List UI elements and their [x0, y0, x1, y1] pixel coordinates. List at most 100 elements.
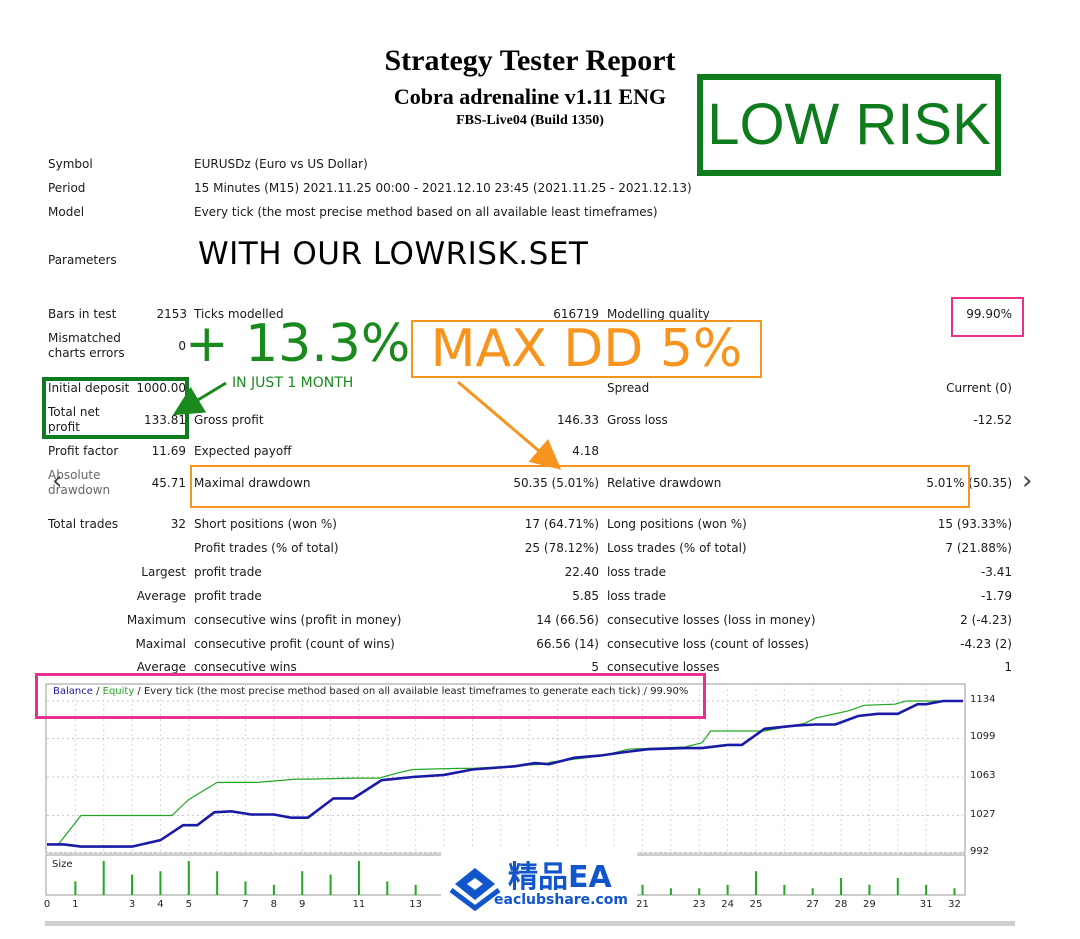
size-bar	[414, 884, 417, 895]
gain-annotation: + 13.3%	[185, 314, 411, 374]
largest-label: Largest	[141, 565, 186, 579]
spread-label: Spread	[607, 381, 650, 395]
expected-payoff-value: 4.18	[572, 444, 599, 458]
maximum-label: Maximum	[126, 613, 186, 627]
symbol-value: EURUSDz (Euro vs US Dollar)	[194, 157, 368, 171]
average-loss-label: loss trade	[607, 589, 666, 603]
x-tick-label: 29	[863, 899, 876, 910]
average-consecutive-label: Average	[136, 660, 186, 674]
server-name: FBS-Live04 (Build 1350)	[456, 113, 604, 128]
watermark-text: 精品EA	[508, 860, 612, 895]
net-profit-label-1: Total net	[48, 405, 100, 419]
size-bar	[925, 884, 928, 895]
size-panel-label: Size	[52, 859, 73, 870]
total-trades-value: 32	[170, 517, 186, 531]
net-profit-label-2: profit	[48, 420, 80, 434]
x-tick-label: 5	[185, 899, 192, 910]
largest-profit-label: profit trade	[194, 565, 262, 579]
legend-sep: /	[92, 686, 103, 697]
size-bar	[74, 881, 77, 895]
max-consecutive-losses-value: 2 (-4.23)	[960, 613, 1012, 627]
symbol-label: Symbol	[48, 157, 93, 171]
ticks-value: 616719	[553, 307, 599, 321]
size-bar	[896, 878, 899, 895]
y-tick-label: 1134	[970, 694, 996, 705]
absolute-dd-value: 45.71	[151, 476, 186, 490]
size-bar	[953, 888, 956, 895]
x-tick-label: 32	[948, 899, 961, 910]
short-positions-label: Short positions (won %)	[194, 517, 337, 531]
y-tick-label: 1027	[970, 808, 996, 820]
relative-dd-label: Relative drawdown	[607, 476, 722, 490]
total-trades-label: Total trades	[48, 517, 119, 531]
legend-equity: Equity	[102, 686, 135, 697]
drawdown-highlight-box	[190, 465, 970, 508]
loss-trades-value: 7 (21.88%)	[945, 541, 1012, 555]
short-positions-value: 17 (64.71%)	[524, 517, 599, 531]
chevron-left-icon[interactable]: ‹	[52, 466, 63, 496]
size-bar	[301, 871, 304, 895]
average-loss-value: -1.79	[980, 589, 1012, 603]
maximal-consecutive-loss-label: consecutive loss (count of losses)	[607, 637, 809, 651]
x-tick-label: 23	[692, 899, 706, 910]
chart-legend: Balance / Equity / Every tick (the most …	[53, 686, 688, 697]
profit-trades-label: Profit trades (% of total)	[194, 541, 339, 555]
mismatch-label-1: Mismatched	[48, 331, 121, 345]
absolute-dd-label-2: drawdown	[48, 483, 111, 497]
eaclub-logo-icon	[449, 868, 501, 912]
x-tick-label: 4	[157, 899, 164, 910]
gross-profit-value: 146.33	[557, 413, 599, 427]
model-value: Every tick (the most precise method base…	[194, 205, 658, 219]
size-bar	[272, 884, 275, 895]
gain-subtitle: IN JUST 1 MONTH	[232, 375, 354, 391]
legend-highlight-box	[35, 673, 706, 719]
x-tick-label: 3	[128, 899, 136, 910]
gross-loss-label: Gross loss	[607, 413, 668, 427]
y-tick-label: 1063	[970, 770, 996, 781]
x-tick-label: 1	[72, 899, 79, 910]
max-consecutive-wins-value: 14 (66.56)	[536, 613, 599, 627]
size-bar	[131, 874, 134, 895]
long-positions-value: 15 (93.33%)	[937, 517, 1012, 531]
chart-grid	[47, 684, 963, 854]
size-bar	[698, 888, 701, 895]
size-bar	[187, 861, 190, 895]
average-consecutive-wins-label: consecutive wins	[194, 660, 297, 674]
size-bar	[357, 861, 360, 895]
watermark-panel	[441, 846, 637, 922]
quality-highlight-box	[951, 297, 1024, 337]
long-positions-label: Long positions (won %)	[607, 517, 747, 531]
gross-loss-value: -12.52	[973, 413, 1012, 427]
size-bar	[868, 884, 871, 895]
horizontal-scrollbar[interactable]	[45, 921, 1015, 926]
size-bar	[329, 874, 332, 895]
average-consecutive-losses-value: 1	[1004, 660, 1012, 674]
size-bar	[386, 881, 389, 895]
chevron-right-icon[interactable]: ›	[1022, 466, 1033, 496]
legend-balance: Balance	[53, 686, 93, 697]
parameters-label: Parameters	[48, 253, 117, 267]
model-label: Model	[48, 205, 85, 219]
size-bar	[783, 884, 786, 895]
equity-line	[47, 700, 963, 846]
x-tick-label: 13	[409, 899, 423, 910]
max-dd-annotation: MAX DD 5%	[411, 320, 762, 378]
size-bar	[244, 881, 247, 895]
period-label: Period	[48, 181, 86, 195]
average-label: Average	[136, 589, 186, 603]
lowrisk-set-note: WITH OUR LOWRISK.SET	[198, 236, 589, 272]
max-consecutive-wins-label: consecutive wins (profit in money)	[194, 613, 402, 627]
period-value: 15 Minutes (M15) 2021.11.25 00:00 - 2021…	[194, 181, 692, 195]
average-consecutive-wins-value: 5	[591, 660, 599, 674]
size-bar	[754, 871, 757, 895]
deposit-label: Initial deposit	[48, 381, 130, 395]
watermark-url: eaclubshare.com	[494, 892, 628, 908]
net-profit-value: 133.81	[144, 413, 186, 427]
size-bar	[159, 871, 162, 895]
maximal-consecutive-profit-label: consecutive profit (count of wins)	[194, 637, 395, 651]
spread-value: Current (0)	[946, 381, 1012, 395]
x-tick-label: 27	[806, 899, 820, 910]
size-bar	[726, 884, 729, 895]
size-bar	[641, 884, 644, 895]
x-tick-label: 7	[242, 899, 249, 910]
